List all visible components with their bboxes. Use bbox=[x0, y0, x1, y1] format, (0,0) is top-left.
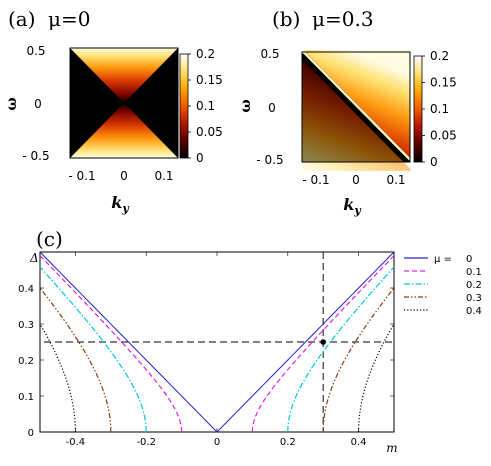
heatmap-a-frame bbox=[69, 47, 179, 159]
legend-label: 0.4 bbox=[466, 306, 482, 317]
series-line-0.4-right bbox=[358, 323, 395, 432]
colorbar-tick-label: 0.2 bbox=[430, 49, 449, 63]
panel-b-title: μ=0.3 bbox=[312, 7, 374, 31]
y-tick-label: 0 bbox=[28, 428, 34, 439]
line-chart-legend: μ = 0 0.1 0.2 0.3 0.4 bbox=[404, 254, 482, 317]
colorbar-b: 0.2 0.15 0.1 0.05 0 bbox=[413, 49, 457, 169]
series-line-0.2-right bbox=[287, 266, 395, 433]
heatmap-b bbox=[301, 50, 411, 171]
panel-b: (b) μ=0.3 0.5 0 - 0.5 ω - 0.1 0 0.1 ky 0… bbox=[238, 7, 457, 217]
legend-label: 0 bbox=[466, 254, 472, 265]
series-line-0.3-left bbox=[39, 287, 112, 432]
x-tick-label: 0.2 bbox=[280, 437, 296, 448]
heatmap-a-ytick-top: 0.5 bbox=[26, 44, 45, 58]
y-tick-label: 0.2 bbox=[18, 356, 34, 367]
colorbar-a: 0.2 0.15 0.1 0.05 0 bbox=[179, 47, 223, 165]
colorbar-tick-label: 0.05 bbox=[196, 125, 223, 139]
heatmap-b-gap-edge bbox=[301, 50, 411, 161]
y-tick-label: 0.4 bbox=[18, 284, 34, 295]
colorbar-b-bar bbox=[413, 55, 423, 163]
heatmap-b-xlabel: ky bbox=[343, 195, 362, 217]
series-line-0.2-left bbox=[39, 266, 147, 433]
series-line-0.1-left bbox=[39, 255, 183, 433]
heatmap-a-upper-cone bbox=[70, 48, 178, 103]
heatmap-b-ylabel: ω bbox=[238, 99, 254, 112]
heatmap-a bbox=[69, 47, 179, 159]
legend-label: 0.1 bbox=[466, 267, 482, 278]
series-line-0.3-right bbox=[322, 287, 395, 432]
legend-label: 0.3 bbox=[466, 293, 482, 304]
heatmap-b-lower-region bbox=[302, 61, 410, 171]
heatmap-b-xtick-mid: 0 bbox=[352, 173, 360, 187]
colorbar-tick-label: 0.05 bbox=[430, 129, 457, 143]
line-chart-ylabel: Δ bbox=[29, 251, 39, 265]
series-line-0.4-left bbox=[39, 323, 76, 432]
x-tick-label: -0.4 bbox=[66, 437, 86, 448]
heatmap-b-frame bbox=[301, 51, 411, 163]
y-tick-label: 0.3 bbox=[18, 320, 34, 331]
heatmap-a-xtick-right: 0.1 bbox=[154, 169, 173, 183]
colorbar-tick-label: 0 bbox=[196, 151, 204, 165]
colorbar-a-bar bbox=[179, 53, 189, 159]
heatmap-b-xtick-left: - 0.1 bbox=[302, 173, 329, 187]
x-tick-label: 0 bbox=[214, 437, 220, 448]
heatmap-a-xtick-mid: 0 bbox=[120, 169, 128, 183]
panel-a: (a) μ=0 0.5 0 - 0.5 ω - 0.1 0 0.1 ky 0.2… bbox=[4, 7, 223, 215]
intersection-marker bbox=[320, 339, 327, 345]
colorbar-tick-label: 0.1 bbox=[196, 99, 215, 113]
heatmap-b-ytick-bottom: - 0.5 bbox=[256, 153, 283, 167]
colorbar-tick-label: 0.1 bbox=[430, 102, 449, 116]
heatmap-b-upper-region bbox=[302, 50, 410, 158]
panel-c-label: (c) bbox=[36, 227, 63, 251]
series-line-0.1-right bbox=[251, 255, 395, 433]
heatmap-a-xtick-left: - 0.1 bbox=[68, 169, 95, 183]
legend-label: 0.2 bbox=[466, 280, 482, 291]
heatmap-a-ytick-bottom: - 0.5 bbox=[22, 149, 49, 163]
heatmap-a-ytick-mid: 0 bbox=[34, 97, 42, 111]
series-line-0-right bbox=[216, 251, 395, 433]
heatmap-b-xtick-right: 0.1 bbox=[386, 173, 405, 187]
legend-prefix: μ = bbox=[434, 254, 452, 265]
series-line-0-left bbox=[39, 251, 218, 433]
x-tick-label: 0.4 bbox=[351, 437, 367, 448]
heatmap-b-ytick-top: 0.5 bbox=[260, 47, 279, 61]
line-chart-xlabel: m bbox=[386, 441, 397, 455]
panel-a-title: μ=0 bbox=[48, 7, 90, 31]
x-tick-label: -0.2 bbox=[136, 437, 156, 448]
heatmap-b-ytick-mid: 0 bbox=[268, 101, 276, 115]
heatmap-a-ylabel: ω bbox=[4, 97, 20, 110]
colorbar-tick-label: 0.15 bbox=[430, 76, 457, 90]
colorbar-tick-label: 0.2 bbox=[196, 47, 215, 61]
colorbar-tick-label: 0 bbox=[430, 155, 438, 169]
panel-c: (c) Δ -0.4 -0.2 0 0.2 0.4 0 0.1 0.2 0.3 0.4 m μ =… bbox=[18, 227, 482, 455]
panel-a-label: (a) bbox=[8, 7, 36, 31]
colorbar-tick-label: 0.15 bbox=[196, 73, 223, 87]
heatmap-a-xlabel: ky bbox=[111, 193, 130, 215]
panel-b-label: (b) bbox=[272, 7, 300, 31]
y-tick-label: 0.1 bbox=[18, 392, 34, 403]
heatmap-a-lower-cone bbox=[70, 103, 178, 158]
